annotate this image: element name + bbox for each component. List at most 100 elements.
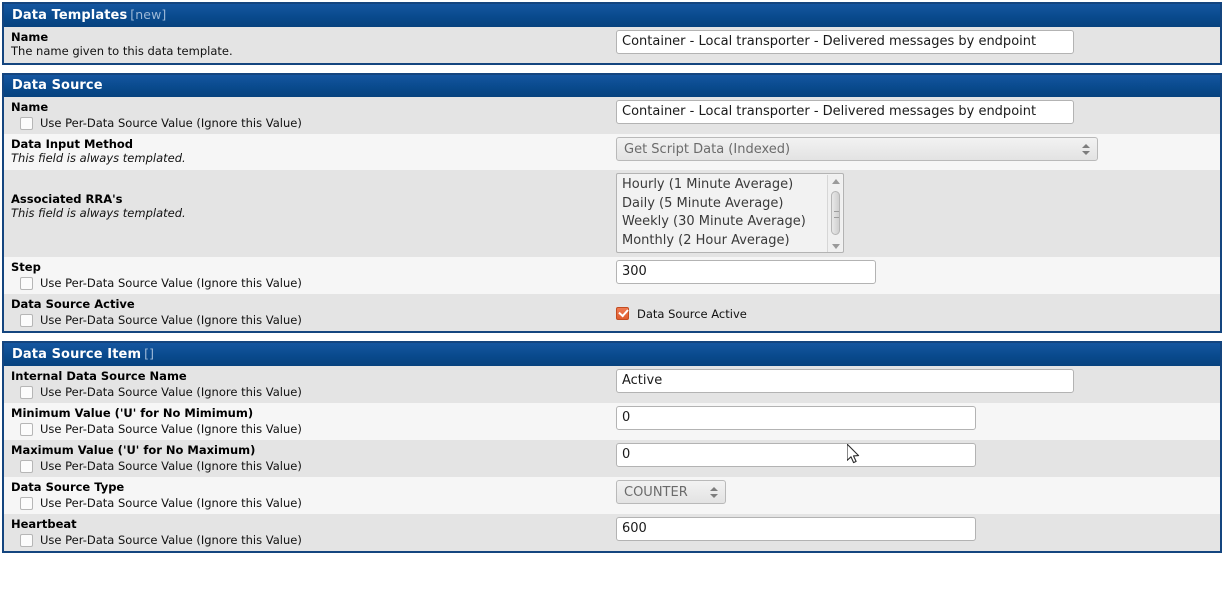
- section-data-templates: Data Templates [new] Name The name given …: [2, 2, 1222, 65]
- section-title-suffix: [new]: [130, 7, 167, 22]
- data-input-method-description: This field is always templated.: [11, 151, 186, 165]
- list-item[interactable]: Monthly (2 Hour Average): [622, 232, 790, 248]
- field-value-cell: Data Source Active: [616, 294, 1220, 325]
- field-row-internal-name: Internal Data Source Name Use Per-Data S…: [4, 366, 1220, 403]
- minimum-per-source-label: Use Per-Data Source Value (Ignore this V…: [40, 422, 302, 436]
- section-title: Data Source Item: [12, 347, 142, 362]
- field-value-cell: [616, 27, 1220, 58]
- associated-rras-description: This field is always templated.: [11, 206, 186, 220]
- field-value-cell: [616, 514, 1220, 545]
- internal-name-label: Internal Data Source Name: [11, 369, 187, 383]
- step-per-source-label: Use Per-Data Source Value (Ignore this V…: [40, 276, 302, 290]
- cacti-data-template-page: Data Templates [new] Name The name given …: [0, 0, 1224, 553]
- ds-type-per-source-row[interactable]: Use Per-Data Source Value (Ignore this V…: [11, 496, 610, 510]
- internal-name-per-source-checkbox[interactable]: [20, 385, 33, 399]
- heartbeat-per-source-label: Use Per-Data Source Value (Ignore this V…: [40, 533, 302, 547]
- field-row-step: Step Use Per-Data Source Value (Ignore t…: [4, 257, 1220, 294]
- field-row-ds-type: Data Source Type Use Per-Data Source Val…: [4, 477, 1220, 514]
- maximum-per-source-row[interactable]: Use Per-Data Source Value (Ignore this V…: [11, 459, 610, 473]
- list-item[interactable]: Daily (5 Minute Average): [622, 195, 784, 211]
- internal-name-per-source-row[interactable]: Use Per-Data Source Value (Ignore this V…: [11, 385, 610, 399]
- section-title: Data Source: [12, 78, 103, 93]
- section-data-source-item: Data Source Item[] Internal Data Source …: [2, 341, 1222, 553]
- section-header-data-source-item: Data Source Item[]: [4, 343, 1220, 366]
- template-name-input[interactable]: [616, 30, 1074, 54]
- field-label-cell: Heartbeat Use Per-Data Source Value (Ign…: [4, 514, 616, 551]
- minimum-value-label: Minimum Value ('U' for No Mimimum): [11, 406, 254, 420]
- heartbeat-input[interactable]: [616, 517, 976, 541]
- associated-rras-label: Associated RRA's: [11, 192, 123, 206]
- ds-name-label: Name: [11, 100, 49, 114]
- scroll-down-icon[interactable]: [828, 240, 843, 252]
- heartbeat-per-source-row[interactable]: Use Per-Data Source Value (Ignore this V…: [11, 533, 610, 547]
- field-row-heartbeat: Heartbeat Use Per-Data Source Value (Ign…: [4, 514, 1220, 551]
- step-label: Step: [11, 260, 41, 274]
- field-value-cell: Get Script Data (Indexed): [616, 134, 1220, 165]
- field-value-cell: COUNTER: [616, 477, 1220, 508]
- field-label-cell: Internal Data Source Name Use Per-Data S…: [4, 366, 616, 403]
- field-row-template-name: Name The name given to this data templat…: [4, 27, 1220, 63]
- field-label-cell: Step Use Per-Data Source Value (Ignore t…: [4, 257, 616, 294]
- ds-type-per-source-label: Use Per-Data Source Value (Ignore this V…: [40, 496, 302, 510]
- template-name-label: Name: [11, 30, 49, 44]
- heartbeat-per-source-checkbox[interactable]: [20, 533, 33, 547]
- field-value-cell: [616, 403, 1220, 434]
- ds-type-per-source-checkbox[interactable]: [20, 496, 33, 510]
- data-input-method-select[interactable]: Get Script Data (Indexed): [616, 137, 1098, 161]
- chevron-updown-icon: [709, 485, 718, 499]
- ds-type-select[interactable]: COUNTER: [616, 480, 726, 504]
- data-input-method-label: Data Input Method: [11, 137, 134, 151]
- maximum-value-label: Maximum Value ('U' for No Maximum): [11, 443, 256, 457]
- field-label-cell: Data Source Active Use Per-Data Source V…: [4, 294, 616, 331]
- field-label-cell: Minimum Value ('U' for No Mimimum) Use P…: [4, 403, 616, 440]
- scrollbar-thumb[interactable]: [831, 191, 840, 235]
- internal-name-per-source-label: Use Per-Data Source Value (Ignore this V…: [40, 385, 302, 399]
- ds-name-per-source-label: Use Per-Data Source Value (Ignore this V…: [40, 116, 302, 130]
- ds-active-per-source-label: Use Per-Data Source Value (Ignore this V…: [40, 313, 302, 327]
- associated-rras-listbox[interactable]: Hourly (1 Minute Average) Daily (5 Minut…: [616, 173, 844, 253]
- chevron-updown-icon: [1081, 142, 1090, 156]
- section-header-data-templates: Data Templates [new]: [4, 4, 1220, 27]
- field-label-cell: Name The name given to this data templat…: [4, 27, 616, 63]
- ds-active-label: Data Source Active: [11, 297, 135, 311]
- field-value-cell: Hourly (1 Minute Average) Daily (5 Minut…: [616, 170, 1220, 257]
- section-data-source: Data Source Name Use Per-Data Source Val…: [2, 73, 1222, 333]
- section-header-data-source: Data Source: [4, 75, 1220, 97]
- listbox-scrollbar[interactable]: [827, 175, 843, 252]
- maximum-per-source-checkbox[interactable]: [20, 459, 33, 473]
- ds-active-checkbox[interactable]: [616, 307, 629, 320]
- ds-name-per-source-checkbox[interactable]: [20, 116, 33, 130]
- field-value-cell: [616, 257, 1220, 288]
- ds-active-per-source-checkbox[interactable]: [20, 313, 33, 327]
- ds-name-input[interactable]: [616, 100, 1074, 124]
- associated-rras-option-list: Hourly (1 Minute Average) Daily (5 Minut…: [617, 174, 843, 250]
- field-row-maximum-value: Maximum Value ('U' for No Maximum) Use P…: [4, 440, 1220, 477]
- maximum-per-source-label: Use Per-Data Source Value (Ignore this V…: [40, 459, 302, 473]
- field-row-data-input-method: Data Input Method This field is always t…: [4, 134, 1220, 170]
- minimum-per-source-row[interactable]: Use Per-Data Source Value (Ignore this V…: [11, 422, 610, 436]
- minimum-value-input[interactable]: [616, 406, 976, 430]
- section-title-suffix: []: [144, 346, 155, 361]
- step-input[interactable]: [616, 260, 876, 284]
- field-value-cell: [616, 366, 1220, 397]
- ds-active-per-source-row[interactable]: Use Per-Data Source Value (Ignore this V…: [11, 313, 610, 327]
- step-per-source-checkbox[interactable]: [20, 276, 33, 290]
- list-item[interactable]: Weekly (30 Minute Average): [622, 214, 806, 229]
- field-label-cell: Maximum Value ('U' for No Maximum) Use P…: [4, 440, 616, 477]
- field-label-cell: Associated RRA's This field is always te…: [4, 170, 616, 225]
- list-item[interactable]: Hourly (1 Minute Average): [622, 177, 794, 192]
- field-row-associated-rras: Associated RRA's This field is always te…: [4, 170, 1220, 257]
- field-row-ds-active: Data Source Active Use Per-Data Source V…: [4, 294, 1220, 331]
- maximum-value-input[interactable]: [616, 443, 976, 467]
- ds-type-selected-value: COUNTER: [624, 484, 688, 500]
- field-row-minimum-value: Minimum Value ('U' for No Mimimum) Use P…: [4, 403, 1220, 440]
- minimum-per-source-checkbox[interactable]: [20, 422, 33, 436]
- field-label-cell: Name Use Per-Data Source Value (Ignore t…: [4, 97, 616, 134]
- section-title: Data Templates: [12, 8, 128, 23]
- internal-name-input[interactable]: [616, 369, 1074, 393]
- field-label-cell: Data Input Method This field is always t…: [4, 134, 616, 170]
- ds-name-per-source-row[interactable]: Use Per-Data Source Value (Ignore this V…: [11, 116, 610, 130]
- data-input-method-selected-value: Get Script Data (Indexed): [624, 141, 791, 157]
- scroll-up-icon[interactable]: [828, 175, 843, 188]
- step-per-source-row[interactable]: Use Per-Data Source Value (Ignore this V…: [11, 276, 610, 290]
